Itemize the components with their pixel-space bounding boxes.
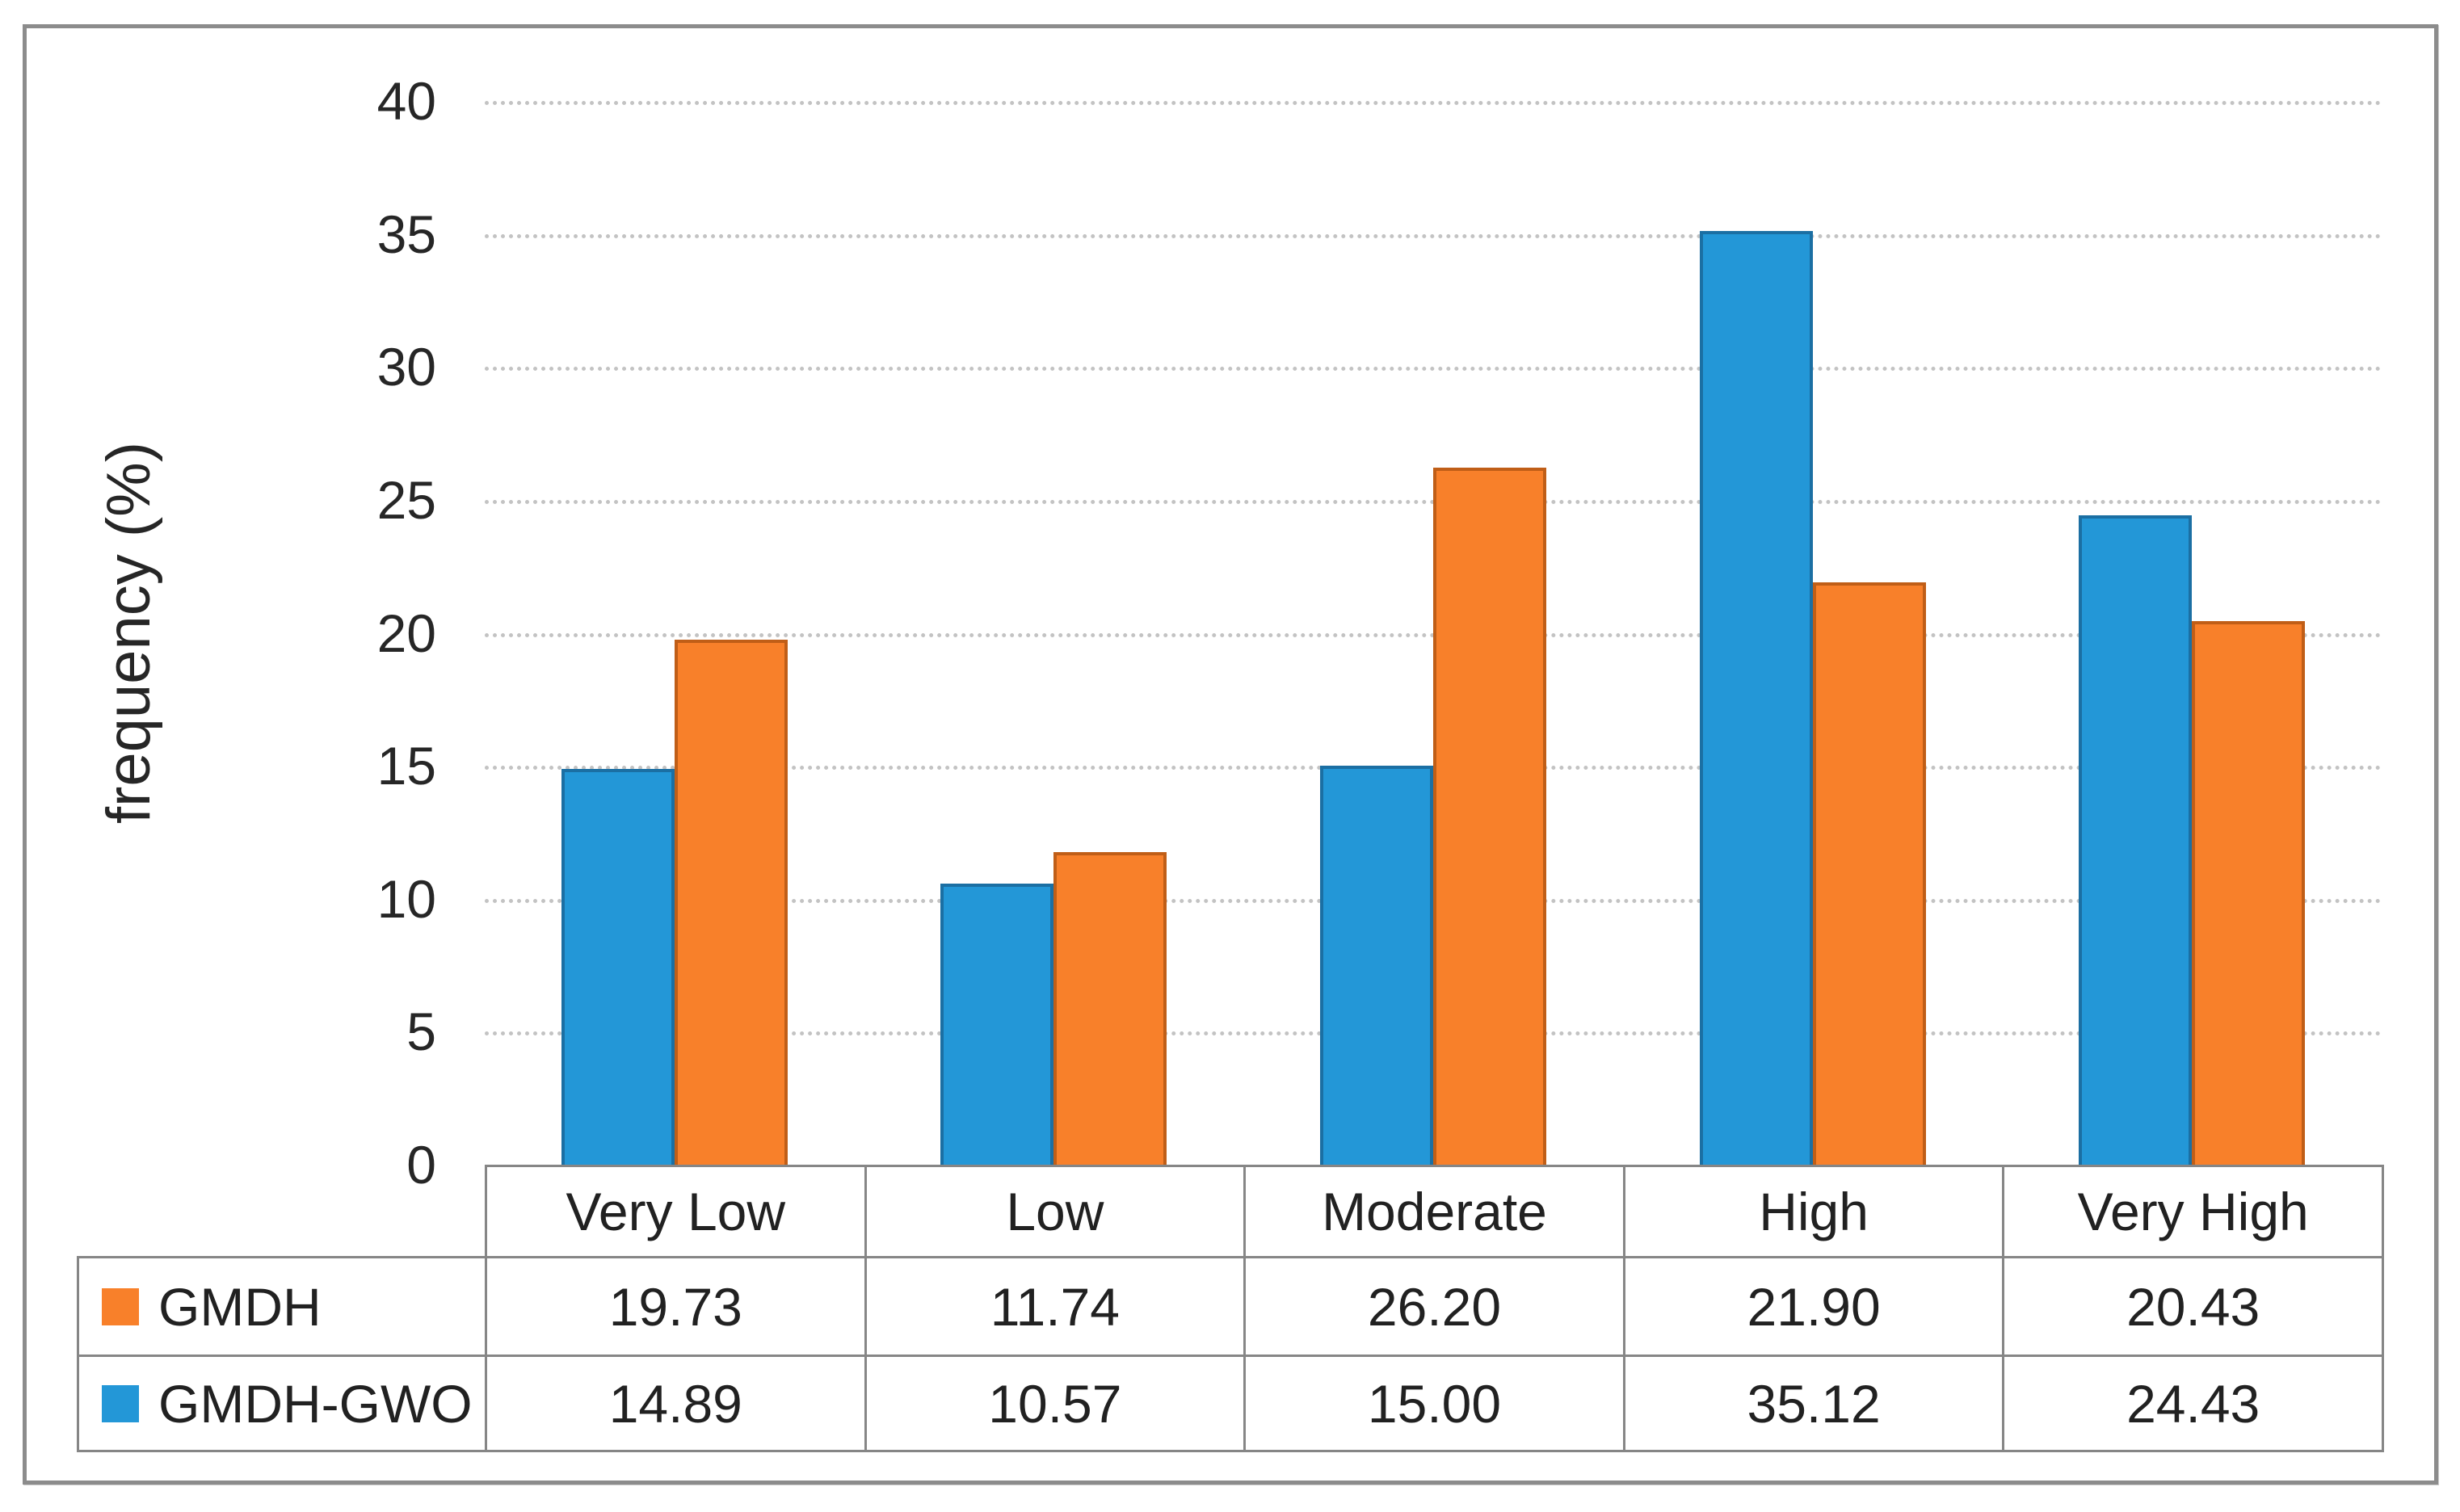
figure-border [23, 24, 2438, 1485]
bar-group-low [864, 101, 1244, 1165]
y-tick-label-5: 5 [406, 1002, 436, 1062]
legend-cell-gmdh: GMDH [77, 1256, 487, 1357]
bar-group-very-low [485, 101, 864, 1165]
y-tick-label-0: 0 [406, 1135, 436, 1195]
legend-swatch-gmdh-gwo-icon [102, 1384, 139, 1422]
data-table: Very Low Low Moderate High Very High GMDH 19.7… [77, 1165, 2384, 1452]
table-value-gmdh-very-low: 19.73 [485, 1256, 867, 1357]
y-tick-label-15: 15 [376, 736, 436, 796]
bar-gmdh-high [1812, 582, 1926, 1165]
y-axis-title: frequency (%) [95, 441, 164, 825]
bar-gmdh-gwo-low [940, 883, 1054, 1165]
table-row-gmdh: GMDH 19.73 11.74 26.20 21.90 20.43 [77, 1256, 2384, 1357]
gridline-35 [485, 233, 2382, 238]
y-tick-label-35: 35 [376, 204, 436, 264]
bar-group-high [1623, 101, 2003, 1165]
bar-gmdh-low [1053, 852, 1167, 1165]
plot-area [485, 101, 2382, 1165]
legend-swatch-gmdh-icon [102, 1287, 139, 1325]
bar-gmdh-gwo-very-low [561, 768, 675, 1165]
y-tick-label-25: 25 [376, 469, 436, 530]
bar-gmdh-gwo-high [1699, 230, 1813, 1165]
legend-cell-gmdh-gwo: GMDH-GWO [77, 1354, 487, 1452]
table-value-gmdh-gwo-very-high: 24.43 [2002, 1354, 2384, 1452]
table-value-gmdh-gwo-moderate: 15.00 [1243, 1354, 1625, 1452]
table-header-very-high: Very High [2002, 1165, 2384, 1258]
table-value-gmdh-gwo-very-low: 14.89 [485, 1354, 867, 1452]
y-axis-title-wrap: frequency (%) [57, 101, 202, 1165]
bar-gmdh-very-low [674, 640, 788, 1165]
table-row-gmdh-gwo: GMDH-GWO 14.89 10.57 15.00 35.12 24.43 [77, 1354, 2384, 1452]
table-header-high: High [1622, 1165, 2005, 1258]
y-tick-label-40: 40 [376, 71, 436, 131]
bar-gmdh-gwo-moderate [1319, 766, 1433, 1165]
bar-group-moderate [1243, 101, 1623, 1165]
table-corner-cell [78, 1166, 486, 1258]
gridline-40 [485, 101, 2382, 105]
y-axis-tick-labels: 0 5 10 15 20 25 30 35 40 [242, 74, 436, 1191]
table-header-low: Low [864, 1165, 1247, 1258]
table-value-gmdh-high: 21.90 [1622, 1256, 2005, 1357]
table-header-row: Very Low Low Moderate High Very High [78, 1165, 2384, 1258]
bar-gmdh-gwo-very-high [2079, 514, 2193, 1165]
bar-group-very-high [2002, 101, 2382, 1165]
bar-gmdh-moderate [1432, 468, 1546, 1165]
legend-label-gmdh-gwo: GMDH-GWO [158, 1373, 473, 1434]
table-header-moderate: Moderate [1243, 1165, 1625, 1258]
table-header-very-low: Very Low [485, 1165, 867, 1258]
y-tick-label-10: 10 [376, 868, 436, 929]
bar-gmdh-very-high [2192, 621, 2306, 1165]
y-tick-label-20: 20 [376, 603, 436, 663]
gridline-30 [485, 367, 2382, 372]
table-value-gmdh-very-high: 20.43 [2002, 1256, 2384, 1357]
table-value-gmdh-moderate: 26.20 [1243, 1256, 1625, 1357]
table-value-gmdh-gwo-high: 35.12 [1622, 1354, 2005, 1452]
table-value-gmdh-low: 11.74 [864, 1256, 1247, 1357]
table-value-gmdh-gwo-low: 10.57 [864, 1354, 1247, 1452]
legend-label-gmdh: GMDH [158, 1276, 322, 1337]
y-tick-label-30: 30 [376, 337, 436, 397]
